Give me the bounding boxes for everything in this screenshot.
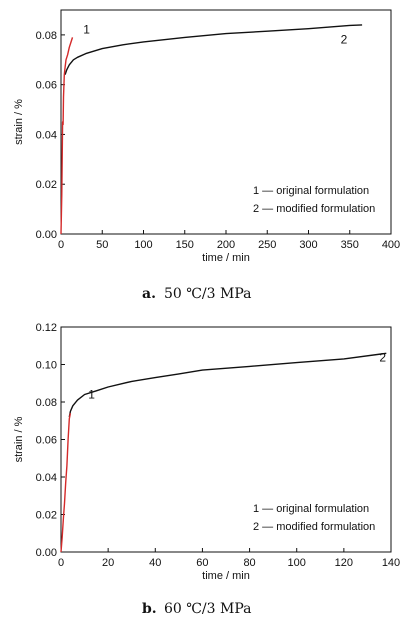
- y-tick-label: 0.12: [36, 322, 57, 334]
- x-axis-title: time / min: [202, 252, 250, 264]
- legend-entry-modified: 2 — modified formulation: [253, 203, 375, 215]
- x-tick-label: 80: [243, 557, 255, 569]
- x-tick-label: 20: [102, 557, 114, 569]
- curve-label: 2: [341, 33, 348, 47]
- legend: 1 — original formulation 2 — modified fo…: [253, 185, 375, 215]
- y-tick-label: 0.00: [36, 547, 57, 559]
- chart-panel-b: 0 20 40 60 80 100 120 140 0.000.020.040.060.080…: [13, 322, 400, 617]
- chart-panel-a: 0 50 100 150 200 250 300 350 400 0.000.020.040.0…: [13, 9, 400, 302]
- series-layer: [60, 352, 387, 553]
- series-line-2: [64, 24, 363, 75]
- curve-label: 2: [379, 351, 386, 365]
- caption-conditions: 60 ℃/3 MPa: [164, 601, 251, 617]
- x-axis: 0 50 100 150 200 250 300 350 400: [58, 230, 400, 251]
- x-tick-label: 0: [58, 239, 64, 251]
- y-axis: 0.00 0.02 0.04 0.06 0.08 0.10 0.12: [36, 322, 65, 559]
- series-layer: [60, 24, 363, 235]
- x-tick-label: 250: [258, 239, 276, 251]
- y-tick-label: 0.02: [36, 510, 57, 522]
- legend-entry-original: 1 — original formulation: [253, 503, 369, 515]
- legend-entry-modified: 2 — modified formulation: [253, 521, 375, 533]
- x-tick-label: 0: [58, 557, 64, 569]
- y-axis-title: strain / %: [13, 99, 25, 145]
- x-tick-label: 140: [382, 557, 400, 569]
- x-tick-label: 200: [217, 239, 235, 251]
- x-tick-label: 120: [335, 557, 353, 569]
- x-tick-label: 100: [288, 557, 306, 569]
- x-tick-label: 400: [382, 239, 400, 251]
- y-axis-title: strain / %: [13, 416, 25, 462]
- y-tick-label: 0.04: [36, 129, 57, 141]
- y-tick-label: 0.02: [36, 179, 57, 191]
- y-tick-label: 0.10: [36, 360, 57, 372]
- x-tick-label: 300: [299, 239, 317, 251]
- series-line-2: [68, 352, 387, 418]
- y-tick-label: 0.04: [36, 472, 57, 484]
- curve-label: 1: [83, 23, 90, 37]
- y-tick-label: 0.00: [36, 229, 57, 241]
- y-tick-label: 0.06: [36, 435, 57, 447]
- y-axis: 0.00 0.02 0.04 0.06 0.08: [36, 30, 65, 241]
- x-axis: 0 20 40 60 80 100 120 140: [58, 548, 400, 569]
- caption-letter: a.: [142, 286, 156, 302]
- x-tick-label: 60: [196, 557, 208, 569]
- x-tick-label: 100: [134, 239, 152, 251]
- y-tick-label: 0.06: [36, 80, 57, 92]
- series-line-1: [60, 37, 74, 235]
- plot-frame: [60, 326, 392, 553]
- curve-label: 1: [88, 387, 95, 401]
- caption-letter: b.: [142, 601, 157, 617]
- annotation-layer: 12: [83, 23, 347, 47]
- x-tick-label: 350: [341, 239, 359, 251]
- x-tick-label: 50: [96, 239, 108, 251]
- legend-entry-original: 1 — original formulation: [253, 185, 369, 197]
- y-tick-label: 0.08: [36, 30, 57, 42]
- series-line-1: [60, 413, 72, 553]
- x-tick-label: 150: [176, 239, 194, 251]
- caption-conditions: 50 ℃/3 MPa: [164, 286, 251, 302]
- legend: 1 — original formulation 2 — modified fo…: [253, 503, 375, 533]
- y-tick-label: 0.08: [36, 397, 57, 409]
- x-axis-title: time / min: [202, 570, 250, 582]
- annotation-layer: 12: [88, 351, 386, 402]
- x-tick-label: 40: [149, 557, 161, 569]
